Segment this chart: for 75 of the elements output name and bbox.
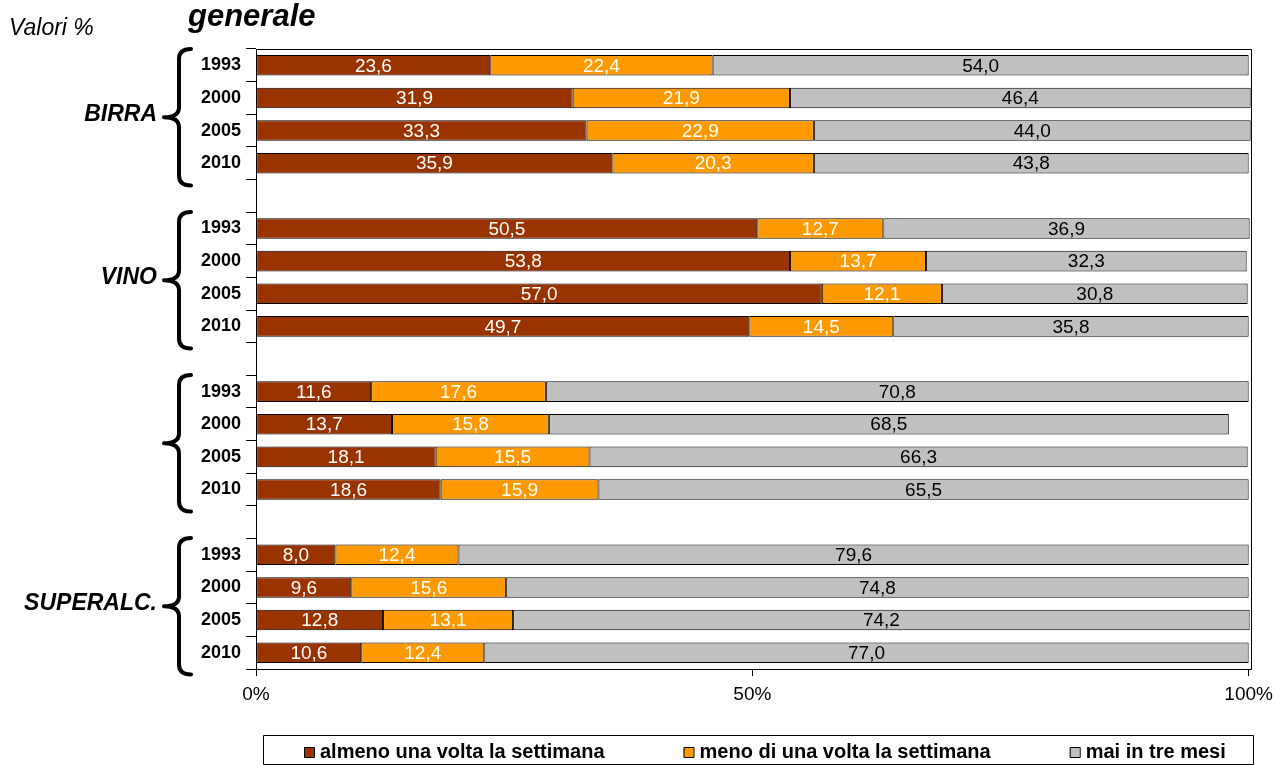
data-label: 31,9	[396, 87, 434, 109]
data-label: 54,0	[962, 54, 1000, 76]
y-tick-label: 2005	[200, 282, 241, 303]
data-label: 50,5	[488, 217, 526, 239]
data-label: 12,4	[378, 544, 416, 566]
data-label: 18,6	[330, 478, 368, 500]
text: SUPERALC.	[24, 589, 157, 616]
data-label: 35,8	[1052, 315, 1090, 337]
data-label: 12,7	[801, 217, 839, 239]
data-label: 70,8	[878, 380, 916, 402]
data-label: 32,3	[1067, 250, 1105, 272]
data-label: 68,5	[870, 413, 908, 435]
data-label: 74,8	[858, 576, 896, 598]
data-label: 53,8	[504, 250, 542, 272]
data-label: 22,4	[582, 54, 621, 76]
data-label: 57,0	[520, 282, 558, 304]
text: BIRRA	[84, 99, 157, 126]
data-label: 22,9	[681, 119, 719, 141]
y-tick-label: 2010	[200, 641, 241, 662]
data-label: 43,8	[1012, 152, 1050, 174]
data-label: 10,6	[290, 641, 328, 663]
data-label: 44,0	[1013, 119, 1051, 141]
x-tick-label: 100%	[1224, 682, 1274, 704]
data-label: 15,6	[410, 576, 448, 598]
data-label: 9,6	[290, 576, 318, 598]
chart-title: generale	[187, 0, 316, 33]
data-label: 35,9	[415, 152, 453, 174]
y-tick-label: 2000	[200, 250, 241, 271]
data-label: 49,7	[484, 315, 522, 337]
x-tick-label: 0%	[242, 682, 270, 704]
data-label: 65,5	[905, 478, 943, 500]
y-tick-label: 1993	[200, 54, 241, 75]
data-label: 8,0	[282, 544, 310, 566]
y-tick-label: 2005	[200, 609, 241, 630]
data-label: 12,1	[863, 282, 901, 304]
y-tick-label: 2000	[200, 86, 241, 107]
y-tick-label: 2010	[200, 315, 241, 336]
legend-label: almeno una volta la settimana	[320, 739, 606, 762]
data-label: 21,9	[662, 87, 700, 109]
data-label: 23,6	[354, 54, 392, 76]
y-tick-label: 2005	[200, 119, 241, 140]
data-label: 79,6	[835, 544, 873, 566]
y-tick-label: 1993	[200, 217, 241, 238]
data-label: 17,6	[440, 380, 477, 402]
data-label: 13,7	[305, 413, 343, 435]
data-label: 77,0	[847, 641, 885, 663]
text: VINO	[100, 262, 158, 289]
data-label: 66,3	[900, 446, 938, 468]
data-label: 12,8	[301, 609, 339, 631]
legend-label: meno di una volta la settimana	[699, 739, 992, 762]
data-label: 15,8	[451, 413, 489, 435]
y-tick-label: 1993	[200, 380, 241, 401]
data-label: 18,1	[327, 446, 365, 468]
data-label: 11,6	[296, 380, 332, 402]
legend-label: mai in tre mesi	[1085, 739, 1226, 762]
x-tick-label: 50%	[733, 682, 772, 704]
y-tick-label: 2010	[200, 152, 241, 173]
data-label: 15,9	[501, 478, 539, 500]
y-tick-label: 1993	[200, 543, 241, 564]
data-label: 33,3	[403, 119, 441, 141]
data-label: 30,8	[1076, 282, 1114, 304]
data-label: 46,4	[1001, 87, 1040, 109]
data-label: 13,1	[429, 609, 467, 631]
data-label: 36,9	[1048, 217, 1085, 239]
data-label: 13,7	[839, 250, 877, 272]
data-label: 12,4	[404, 641, 442, 663]
data-label: 20,3	[694, 152, 732, 174]
y-tick-label: 2010	[200, 478, 241, 499]
text: Valori %	[9, 14, 94, 40]
y-tick-label: 2000	[200, 576, 241, 597]
y-tick-label: 2000	[200, 413, 241, 434]
data-label: 74,2	[862, 609, 900, 631]
data-label: 15,5	[494, 446, 532, 468]
y-tick-label: 2005	[200, 445, 241, 466]
data-label: 14,5	[802, 315, 840, 337]
